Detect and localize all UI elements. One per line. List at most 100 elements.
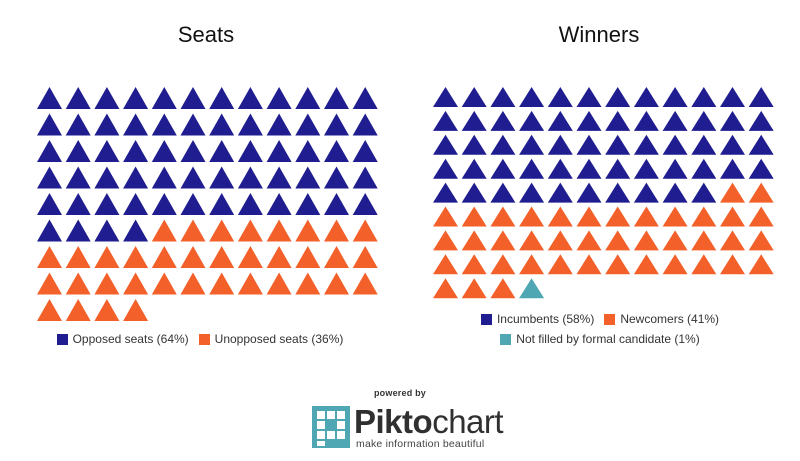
triangle-icon [37, 193, 62, 215]
piktochart-logo[interactable]: Piktochart make information beautiful [312, 403, 512, 452]
triangle-icon [490, 110, 516, 131]
triangle-icon [662, 230, 688, 251]
triangle-icon [123, 299, 149, 321]
triangle-icon [94, 246, 120, 268]
triangle-icon [519, 158, 545, 179]
triangle-icon [519, 254, 545, 275]
triangle-icon [547, 230, 573, 251]
triangle-icon [748, 158, 774, 179]
triangle-icon [461, 278, 487, 299]
triangle-icon [547, 206, 573, 227]
legend-swatch-newcomers [604, 313, 616, 325]
triangle-icon [94, 272, 120, 295]
triangle-icon [748, 182, 774, 203]
triangle-icon [266, 87, 292, 109]
triangle-icon [180, 246, 206, 268]
triangle-icon [209, 87, 235, 109]
triangle-icon [123, 246, 149, 268]
legend-item: Opposed seats (64%) [56, 332, 189, 346]
legend-swatch-unopposed [198, 333, 210, 345]
triangle-icon [633, 87, 659, 107]
triangle-icon [691, 254, 717, 275]
triangle-icon [461, 206, 487, 227]
triangle-icon [720, 254, 745, 275]
triangle-icon [352, 272, 378, 295]
triangle-icon [151, 166, 177, 189]
triangle-icon [324, 87, 349, 109]
triangle-icon [605, 158, 631, 179]
triangle-icon [266, 272, 292, 295]
triangle-icon [461, 134, 487, 155]
legend-item: Incumbents (58%) [480, 312, 595, 326]
triangle-icon [662, 158, 688, 179]
triangle-icon [37, 246, 62, 268]
triangle-icon [123, 272, 149, 295]
brand-suffix: chart [432, 403, 504, 440]
triangle-icon [633, 110, 659, 131]
triangle-icon [180, 166, 206, 189]
triangle-icon [662, 182, 688, 203]
chart-title: Winners [558, 22, 640, 47]
footer: powered by [0, 388, 800, 398]
triangle-icon [237, 219, 263, 242]
triangle-icon [433, 158, 458, 179]
triangle-icon [433, 278, 458, 299]
legend-label: Unopposed seats (36%) [214, 332, 344, 346]
triangle-icon [295, 87, 321, 109]
triangle-icon [209, 140, 235, 162]
legend-label: Incumbents (58%) [496, 312, 595, 326]
triangle-icon [65, 166, 91, 189]
triangle-icon [324, 193, 349, 215]
triangle-icon [94, 299, 120, 321]
triangle-icon [209, 166, 235, 189]
legend-swatch-incumbents [480, 313, 492, 325]
triangle-icon [748, 110, 774, 131]
triangle-icon [37, 113, 62, 136]
triangle-icon [720, 206, 745, 227]
seats-pictograph [37, 87, 378, 321]
triangle-icon [352, 193, 378, 215]
triangle-icon [720, 182, 745, 203]
triangle-icon [94, 140, 120, 162]
triangle-icon [65, 87, 91, 109]
triangle-icon [662, 134, 688, 155]
triangle-icon [295, 166, 321, 189]
triangle-icon [605, 230, 631, 251]
triangle-icon [151, 272, 177, 295]
triangle-icon [94, 87, 120, 109]
triangle-icon [180, 193, 206, 215]
triangle-icon [433, 230, 458, 251]
triangle-icon [266, 140, 292, 162]
triangle-icon [237, 113, 263, 136]
triangle-icon [605, 134, 631, 155]
triangle-icon [324, 272, 349, 295]
triangle-icon [352, 87, 378, 109]
triangle-icon [490, 87, 516, 107]
triangle-icon [352, 113, 378, 136]
triangle-icon [324, 246, 349, 268]
triangle-icon [324, 140, 349, 162]
triangle-icon [295, 272, 321, 295]
triangle-icon [490, 278, 516, 299]
triangle-icon [123, 219, 149, 242]
triangle-icon [151, 113, 177, 136]
triangle-icon [576, 134, 602, 155]
triangle-icon [720, 230, 745, 251]
triangle-icon [123, 87, 149, 109]
triangle-icon [151, 246, 177, 268]
triangle-icon [94, 166, 120, 189]
triangle-icon [237, 140, 263, 162]
triangle-icon [720, 134, 745, 155]
brand-name: Piktochart [354, 403, 504, 441]
triangle-icon [576, 182, 602, 203]
triangle-icon [519, 110, 545, 131]
triangle-icon [151, 219, 177, 242]
triangle-icon [433, 206, 458, 227]
triangle-icon [461, 110, 487, 131]
triangle-icon [295, 246, 321, 268]
triangle-icon [433, 134, 458, 155]
triangle-icon [37, 299, 62, 321]
triangle-icon [490, 206, 516, 227]
triangle-icon [180, 113, 206, 136]
triangle-icon [576, 87, 602, 107]
